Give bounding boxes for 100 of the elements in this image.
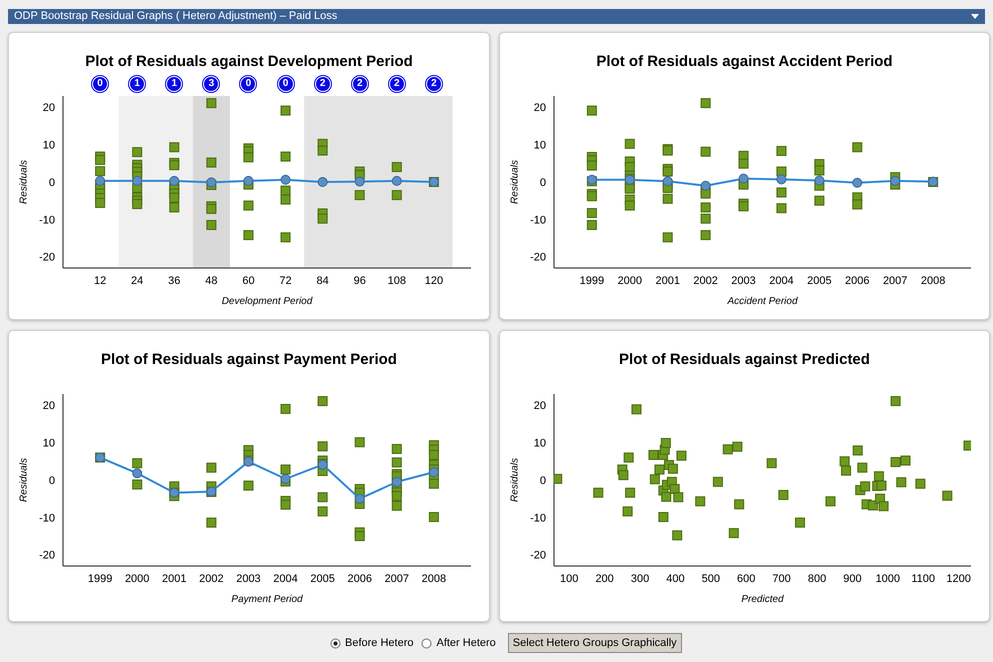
point xyxy=(814,176,824,186)
y-tick-label: 0 xyxy=(540,176,546,189)
y-tick-label: -10 xyxy=(39,512,55,524)
point xyxy=(206,220,216,230)
point xyxy=(428,478,439,489)
y-tick-label: -10 xyxy=(530,214,546,226)
point xyxy=(890,457,901,468)
point xyxy=(841,466,852,476)
point xyxy=(318,177,328,187)
point xyxy=(668,464,678,474)
point xyxy=(695,496,706,506)
y-tick-label: 0 xyxy=(48,474,55,487)
x-tick-label: 2006 xyxy=(347,572,372,585)
point xyxy=(738,158,749,169)
point xyxy=(825,496,836,506)
point xyxy=(766,458,777,468)
point xyxy=(700,98,711,108)
point xyxy=(169,202,180,212)
x-tick-label: 1000 xyxy=(876,572,900,585)
point xyxy=(132,176,142,186)
x-tick-label: 400 xyxy=(666,572,685,585)
x-tick-label: 600 xyxy=(737,572,756,585)
point xyxy=(661,492,672,502)
point xyxy=(624,452,634,463)
point xyxy=(428,512,439,522)
point xyxy=(95,198,106,208)
x-tick-label: 2005 xyxy=(807,274,832,287)
point xyxy=(776,146,786,156)
x-tick-label: 2008 xyxy=(920,274,946,287)
point xyxy=(593,488,604,498)
point xyxy=(392,491,402,502)
x-tick-label: 1999 xyxy=(580,274,604,287)
y-tick-label: 20 xyxy=(42,400,55,412)
point xyxy=(280,152,291,162)
y-tick-label: 20 xyxy=(534,102,546,114)
text: 0 xyxy=(240,76,256,92)
point xyxy=(354,437,365,448)
point xyxy=(132,458,142,468)
point xyxy=(876,480,886,491)
x-tick-label: 2007 xyxy=(882,274,908,287)
point xyxy=(650,474,660,484)
x-tick-label: 2001 xyxy=(162,572,187,585)
point xyxy=(942,490,952,501)
y-axis-title: Residuals xyxy=(510,458,521,502)
x-tick-label: 2004 xyxy=(273,572,298,585)
x-tick-label: 24 xyxy=(131,274,144,287)
point xyxy=(662,166,673,177)
x-tick-label: 2007 xyxy=(384,572,410,585)
text: After Hetero xyxy=(436,637,496,649)
point xyxy=(624,200,635,211)
x-tick-label: 96 xyxy=(354,274,366,287)
point xyxy=(852,142,862,152)
point xyxy=(776,203,786,214)
y-axis-title: Residuals xyxy=(18,458,30,502)
chart-title: Plot of Residuals against Accident Period xyxy=(595,53,894,70)
point xyxy=(318,492,328,502)
point xyxy=(860,481,870,492)
point xyxy=(132,468,142,478)
point xyxy=(618,470,628,480)
point xyxy=(318,396,328,406)
x-tick-label: 900 xyxy=(843,572,862,585)
point xyxy=(673,492,684,502)
point xyxy=(206,462,216,473)
point xyxy=(318,506,328,516)
y-tick-label: -20 xyxy=(39,550,55,562)
point xyxy=(874,471,884,482)
point xyxy=(776,174,786,184)
point xyxy=(586,160,597,171)
x-tick-label: 72 xyxy=(279,274,292,287)
point xyxy=(169,142,180,152)
point xyxy=(700,230,711,240)
x-tick-label: 1999 xyxy=(88,572,112,585)
x-tick-label: 300 xyxy=(630,572,650,585)
point xyxy=(814,196,824,206)
y-tick-label: 20 xyxy=(42,102,55,114)
x-axis-title: Accident Period xyxy=(726,296,798,307)
point xyxy=(840,456,850,466)
point xyxy=(280,232,291,242)
point xyxy=(206,204,216,214)
y-tick-label: -20 xyxy=(39,252,55,264)
text: 3 xyxy=(203,76,220,92)
point xyxy=(169,192,180,203)
point xyxy=(852,445,863,456)
x-tick-label: 120 xyxy=(424,274,444,287)
point xyxy=(392,176,402,186)
point xyxy=(206,518,216,528)
text: 1 xyxy=(129,76,146,92)
point xyxy=(354,531,365,542)
point xyxy=(795,518,806,528)
text: 2 xyxy=(388,76,405,92)
y-tick-label: 20 xyxy=(534,400,546,412)
point xyxy=(631,404,642,414)
point xyxy=(132,147,142,158)
x-tick-label: 2003 xyxy=(731,274,756,287)
x-axis-title: Predicted xyxy=(741,594,784,605)
point xyxy=(700,180,711,191)
text: 2 xyxy=(314,76,331,92)
x-tick-label: 12 xyxy=(94,274,106,287)
point xyxy=(915,478,926,489)
point xyxy=(732,442,742,452)
